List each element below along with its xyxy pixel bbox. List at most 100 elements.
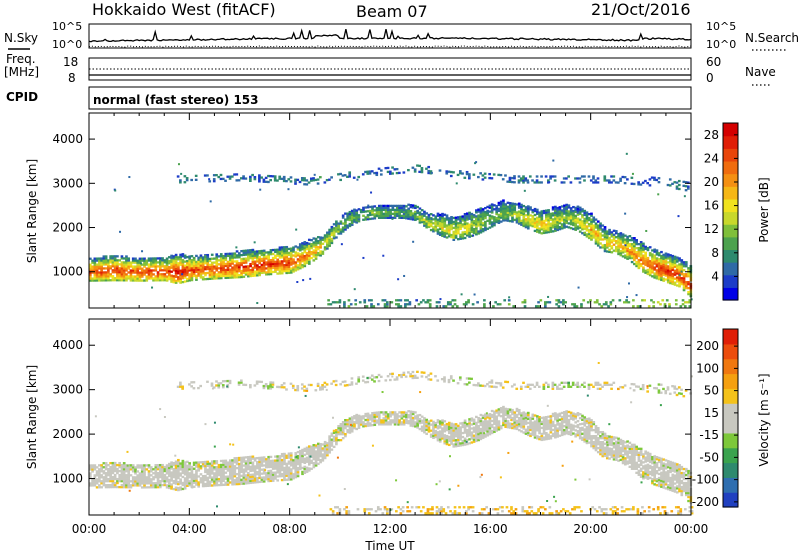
power-cell bbox=[590, 236, 593, 239]
power-cell bbox=[208, 273, 212, 276]
power-cell bbox=[619, 177, 622, 180]
power-cell bbox=[372, 305, 376, 308]
power-cell bbox=[314, 249, 318, 252]
power-cell bbox=[143, 273, 146, 276]
power-noise-cell bbox=[593, 219, 596, 222]
velocity-cell bbox=[479, 431, 483, 435]
power-cell bbox=[582, 299, 586, 302]
velocity-cell bbox=[174, 468, 178, 471]
velocity-cell bbox=[204, 464, 207, 468]
power-cell bbox=[165, 275, 169, 278]
power-cell bbox=[590, 228, 593, 231]
power-cell bbox=[545, 231, 548, 234]
power-cell bbox=[122, 273, 126, 276]
velocity-cell bbox=[488, 427, 492, 430]
velocity-cell bbox=[104, 480, 108, 483]
velocity-cell bbox=[228, 465, 232, 468]
power-cell bbox=[226, 260, 230, 263]
power-cell bbox=[269, 178, 273, 182]
power-cell bbox=[456, 230, 460, 233]
power-cell bbox=[520, 211, 523, 214]
velocity-cell bbox=[314, 458, 318, 461]
power-cell bbox=[113, 271, 117, 274]
velocity-cell bbox=[213, 468, 216, 471]
power-cell bbox=[639, 262, 643, 266]
velocity-cell bbox=[472, 436, 476, 439]
power-cell bbox=[637, 183, 640, 186]
velocity-cell bbox=[172, 473, 176, 477]
velocity-cell bbox=[427, 428, 431, 431]
power-cell bbox=[608, 238, 611, 242]
power-cell bbox=[563, 212, 566, 215]
velocity-cell bbox=[219, 469, 223, 473]
velocity-cell bbox=[470, 433, 474, 436]
power-cell bbox=[140, 257, 144, 260]
power-cell bbox=[285, 255, 289, 259]
power-cell bbox=[408, 301, 412, 304]
power-cell bbox=[258, 176, 261, 179]
velocity-cell bbox=[201, 465, 205, 468]
velocity-cell bbox=[504, 407, 508, 411]
power-cell bbox=[152, 277, 155, 280]
power-cell bbox=[287, 257, 291, 261]
power-cell bbox=[177, 270, 180, 273]
power-cell bbox=[192, 264, 196, 268]
power-noise-cell bbox=[460, 293, 463, 296]
power-cell bbox=[149, 271, 153, 274]
power-cell bbox=[660, 262, 663, 266]
power-noise-cell bbox=[114, 189, 117, 192]
velocity-cell bbox=[344, 425, 347, 428]
power-cell bbox=[224, 252, 228, 256]
power-cell bbox=[671, 274, 675, 278]
power-cell bbox=[445, 224, 449, 227]
velocity-cell bbox=[405, 415, 408, 418]
power-cell bbox=[603, 232, 607, 235]
power-cell bbox=[569, 211, 573, 214]
power-cell bbox=[499, 216, 503, 219]
power-cell bbox=[206, 174, 209, 177]
velocity-cell bbox=[215, 466, 219, 469]
power-cell bbox=[515, 217, 519, 220]
power-cell bbox=[545, 211, 548, 214]
power-cell bbox=[104, 259, 108, 262]
power-cell bbox=[393, 204, 397, 208]
power-cell bbox=[477, 210, 480, 213]
velocity-cell bbox=[441, 421, 444, 424]
power-cell bbox=[671, 272, 675, 276]
velocity-cell bbox=[165, 468, 169, 471]
velocity-cell bbox=[319, 447, 322, 450]
velocity-cell bbox=[127, 482, 131, 485]
velocity-cell bbox=[382, 421, 386, 424]
velocity-cell bbox=[168, 486, 171, 490]
power-cell bbox=[438, 219, 442, 223]
velocity-cell bbox=[253, 473, 257, 476]
power-cell bbox=[556, 218, 559, 222]
velocity-cell bbox=[323, 444, 327, 448]
power-cell bbox=[91, 271, 94, 274]
power-cell bbox=[565, 177, 568, 180]
power-cell bbox=[328, 238, 331, 241]
power-cell bbox=[183, 280, 187, 283]
velocity-cell bbox=[407, 416, 410, 419]
velocity-cell bbox=[454, 427, 458, 430]
velocity-cell bbox=[231, 459, 234, 462]
velocity-cell bbox=[111, 461, 115, 465]
power-cell bbox=[389, 212, 392, 216]
power-cell bbox=[655, 265, 659, 268]
power-cell bbox=[642, 254, 645, 257]
power-cell bbox=[165, 257, 169, 260]
power-cell bbox=[228, 276, 232, 279]
power-cell bbox=[565, 213, 568, 216]
power-cell bbox=[271, 175, 275, 178]
velocity-cell bbox=[425, 426, 429, 430]
power-cell bbox=[213, 273, 216, 276]
power-cell bbox=[332, 227, 336, 230]
velocity-cell bbox=[298, 449, 302, 453]
power-cell bbox=[237, 270, 241, 273]
power-cell bbox=[298, 267, 302, 270]
power-cell bbox=[633, 254, 636, 258]
power-cell bbox=[386, 212, 390, 216]
velocity-cell bbox=[450, 436, 453, 439]
velocity-cell bbox=[481, 424, 485, 427]
